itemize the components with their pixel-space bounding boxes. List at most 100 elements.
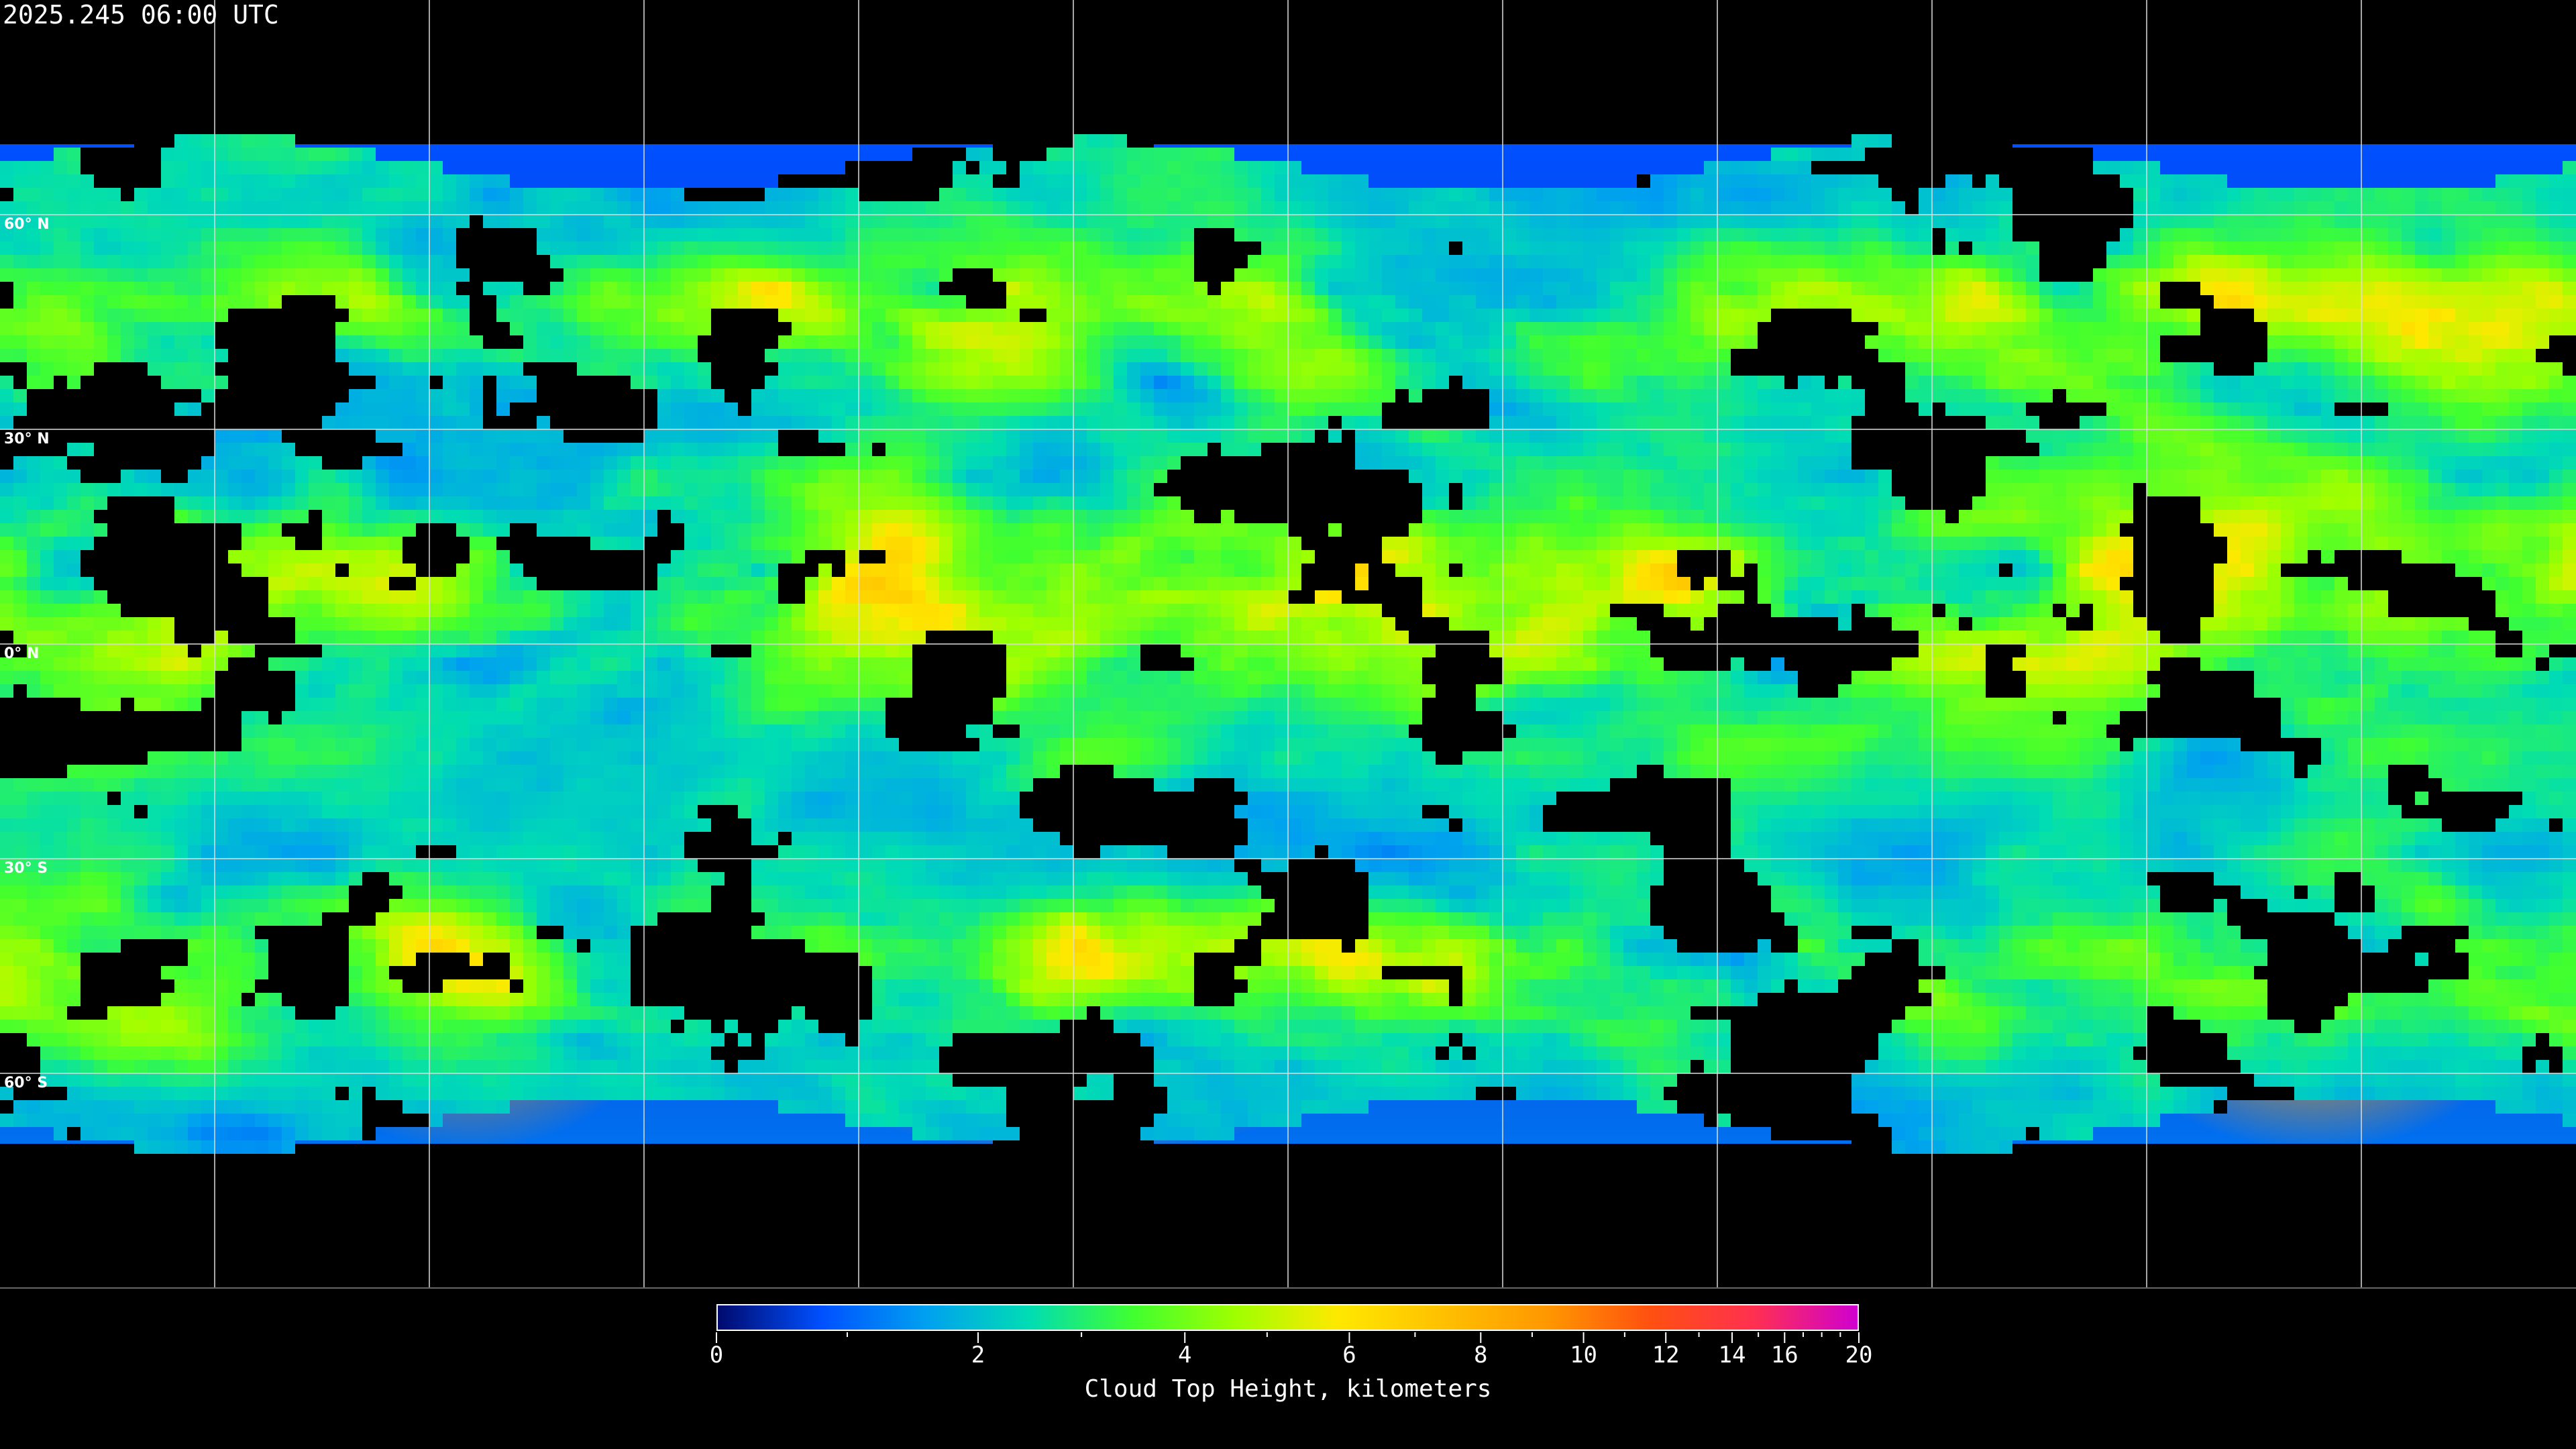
- cloud-cell: [496, 174, 510, 188]
- cloud-cell: [1503, 215, 1516, 228]
- clear-sky-cell: [1140, 134, 1154, 148]
- cloud-cell: [174, 201, 188, 215]
- cloud-cell: [94, 215, 107, 228]
- cloud-cell: [94, 201, 107, 215]
- cloud-cell: [885, 215, 899, 228]
- cloud-cell: [1999, 201, 2012, 215]
- cloud-cell: [2227, 201, 2241, 215]
- cloud-cell: [1127, 148, 1140, 161]
- cloud-cell: [255, 134, 268, 148]
- cloud-cell: [483, 174, 496, 188]
- clear-sky-cell: [872, 188, 885, 201]
- cloud-cell: [13, 201, 27, 215]
- cloud-cell: [657, 215, 671, 228]
- clear-sky-cell: [1006, 174, 1020, 188]
- cloud-cell: [215, 161, 228, 174]
- cloud-cell: [2536, 201, 2549, 215]
- cloud-cell: [2187, 201, 2200, 215]
- cloud-cell: [1476, 215, 1489, 228]
- clear-sky-cell: [1892, 188, 1905, 201]
- cloud-cell: [309, 161, 322, 174]
- cloud-cell: [1556, 188, 1570, 201]
- cloud-cell: [1248, 161, 1261, 174]
- cloud-cell: [1650, 215, 1664, 228]
- cloud-cell: [13, 174, 27, 188]
- cloud-cell: [161, 215, 174, 228]
- cloud-cell: [67, 215, 80, 228]
- cloud-cell: [1355, 215, 1368, 228]
- cloud-cell: [2160, 188, 2174, 201]
- cloud-cell: [1288, 188, 1301, 201]
- cloud-cell: [2563, 161, 2576, 174]
- clear-sky-cell: [121, 188, 134, 201]
- cloud-cell: [2227, 188, 2241, 201]
- cloud-cell: [1919, 188, 1932, 201]
- cloud-cell: [241, 161, 255, 174]
- cloud-cell: [523, 201, 537, 215]
- cloud-cell: [1328, 201, 1342, 215]
- cloud-cell: [456, 188, 470, 201]
- cloud-cell: [188, 215, 201, 228]
- clear-sky-cell: [912, 188, 926, 201]
- cloud-cell: [1865, 188, 1878, 201]
- cloud-cell: [1731, 161, 1744, 174]
- cloud-cell: [241, 215, 255, 228]
- cloud-cell: [470, 188, 483, 201]
- cloud-cell: [27, 188, 40, 201]
- cloud-cell: [1208, 188, 1221, 201]
- cloud-cell: [2482, 201, 2496, 215]
- clear-sky-cell: [134, 161, 148, 174]
- clear-sky-cell: [1972, 174, 1986, 188]
- cloud-cell: [1556, 201, 1570, 215]
- clear-sky-cell: [134, 174, 148, 188]
- cloud-cell: [2160, 201, 2174, 215]
- cloud-cell: [1288, 215, 1301, 228]
- cloud-cell: [349, 174, 362, 188]
- clear-sky-cell: [134, 134, 148, 148]
- clear-sky-cell: [2120, 188, 2133, 201]
- cloud-cell: [228, 134, 241, 148]
- cloud-cell: [1167, 174, 1181, 188]
- clear-sky-cell: [1838, 161, 1851, 174]
- cloud-cell: [322, 188, 335, 201]
- clear-sky-cell: [1945, 161, 1959, 174]
- cloud-cell: [939, 215, 953, 228]
- cloud-cell: [604, 201, 617, 215]
- cloud-cell: [1919, 201, 1932, 215]
- cloud-cell: [2522, 174, 2536, 188]
- clear-sky-cell: [792, 174, 805, 188]
- cloud-cell: [631, 215, 644, 228]
- clear-sky-cell: [859, 161, 872, 174]
- cloud-cell: [1100, 188, 1114, 201]
- cloud-cell: [2388, 188, 2402, 201]
- cloud-cell: [349, 161, 362, 174]
- clear-sky-cell: [2080, 201, 2093, 215]
- clear-sky-cell: [1892, 148, 1905, 161]
- cloud-cell: [2160, 174, 2174, 188]
- cloud-cell: [282, 134, 295, 148]
- cloud-cell: [1046, 148, 1060, 161]
- cloud-cell: [657, 188, 671, 201]
- cloud-cell: [1851, 148, 1865, 161]
- cloud-cell: [228, 201, 241, 215]
- cloud-cell: [510, 215, 523, 228]
- cloud-cell: [1529, 201, 1543, 215]
- cloud-cell: [993, 161, 1006, 174]
- clear-sky-cell: [832, 174, 845, 188]
- cloud-cell: [765, 201, 778, 215]
- clear-sky-cell: [1865, 161, 1878, 174]
- cloud-cell: [872, 215, 885, 228]
- cloud-cell: [1771, 148, 1784, 161]
- cloud-cell: [0, 215, 13, 228]
- cloud-cell: [376, 201, 389, 215]
- cloud-cell: [282, 161, 295, 174]
- cloud-cell: [2308, 201, 2321, 215]
- cloud-cell: [1932, 201, 1945, 215]
- cloud-cell: [966, 174, 979, 188]
- cloud-cell: [121, 201, 134, 215]
- cloud-cell: [2214, 201, 2227, 215]
- cloud-cell: [2549, 188, 2563, 201]
- cloud-cell: [2281, 201, 2294, 215]
- cloud-cell: [885, 201, 899, 215]
- cloud-cell: [309, 148, 322, 161]
